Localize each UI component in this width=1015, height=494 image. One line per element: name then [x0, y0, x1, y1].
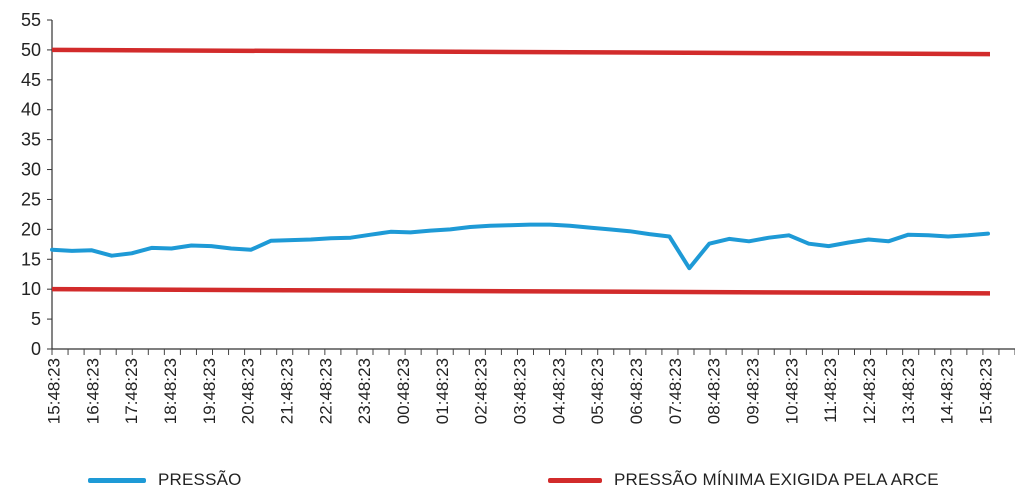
x-tick-label: 12:48:23 [860, 358, 879, 424]
legend-swatch-pressao-minima [548, 477, 602, 483]
y-tick-label: 40 [21, 100, 41, 120]
x-tick-label: 05:48:23 [588, 358, 607, 424]
x-tick-label: 19:48:23 [200, 358, 219, 424]
legend-label-pressao: PRESSÃO [158, 470, 242, 489]
x-tick-label: 11:48:23 [821, 358, 840, 423]
y-tick-label: 0 [31, 339, 41, 359]
x-tick-label: 09:48:23 [743, 358, 762, 424]
x-tick-label: 10:48:23 [782, 358, 801, 424]
x-tick-label: 03:48:23 [510, 358, 529, 424]
pressure-series [50, 222, 990, 271]
minimum-pressure-line [51, 47, 991, 57]
x-tick-label: 15:48:23 [44, 358, 63, 424]
y-tick-label: 25 [21, 189, 41, 209]
y-axis: 0 5 10 15 20 25 30 35 40 45 50 55 [21, 10, 53, 359]
x-tick-label: 13:48:23 [899, 358, 918, 424]
pressure-line [50, 222, 990, 271]
x-tick-label: 15:48:23 [976, 358, 995, 424]
x-tick-label: 17:48:23 [122, 358, 141, 424]
x-tick-label: 08:48:23 [705, 358, 724, 424]
legend-swatch-pressao [88, 477, 146, 483]
y-tick-label: 45 [21, 70, 41, 90]
x-tick-label: 06:48:23 [627, 358, 646, 424]
x-tick-label: 07:48:23 [666, 358, 685, 424]
y-tick-label: 20 [21, 219, 41, 239]
y-tick-label: 30 [21, 160, 41, 180]
x-tick-label: 18:48:23 [161, 358, 180, 424]
x-tick-label: 16:48:23 [83, 358, 102, 424]
minimum-pressure-line [51, 286, 991, 296]
minimum-pressure-lines [51, 47, 991, 296]
x-axis: 15:48:23 16:48:23 17:48:23 18:48:23 19:48:23… [44, 348, 1015, 424]
x-tick-label: 23:48:23 [355, 358, 374, 424]
x-tick-label: 22:48:23 [316, 358, 335, 424]
legend-item-pressao-minima: PRESSÃO MÍNIMA EXIGIDA PELA ARCE [548, 468, 939, 492]
x-tick-label: 00:48:23 [394, 358, 413, 424]
x-tick-label: 14:48:23 [938, 358, 957, 424]
y-tick-label: 55 [21, 10, 41, 30]
legend-item-pressao: PRESSÃO [88, 468, 242, 492]
y-tick-label: 5 [31, 309, 41, 329]
x-tick-label: 04:48:23 [549, 358, 568, 424]
x-tick-label: 02:48:23 [472, 358, 491, 424]
x-tick-label: 01:48:23 [433, 358, 452, 424]
y-tick-label: 10 [21, 279, 41, 299]
y-tick-label: 35 [21, 130, 41, 150]
legend-label-pressao-minima: PRESSÃO MÍNIMA EXIGIDA PELA ARCE [614, 470, 939, 489]
x-tick-label: 21:48:23 [277, 358, 296, 424]
y-tick-label: 50 [21, 40, 41, 60]
x-tick-label: 20:48:23 [239, 358, 258, 424]
y-tick-label: 15 [21, 249, 41, 269]
